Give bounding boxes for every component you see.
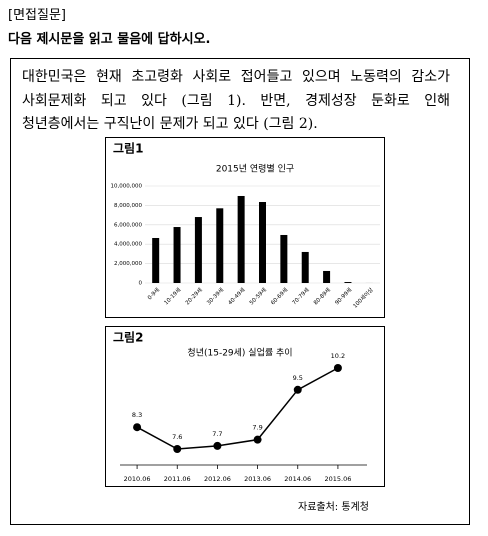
- x-tick-label: 100세이상: [351, 286, 375, 310]
- point: [253, 435, 262, 444]
- x-tick-label: 40-49세: [226, 286, 247, 307]
- passage-line: 청년층에서는 구직난이 문제가 되고 있다 (그림 2).: [22, 116, 318, 132]
- figure-1: 그림1 2015년 연령별 인구 0 2,000,000 4,000,000 6,00…: [105, 137, 385, 318]
- line: [136, 367, 339, 450]
- x-tick-label: 30-39세: [205, 286, 226, 307]
- y-tick-label: 2,000,000: [114, 261, 142, 267]
- data-label: 10.2: [331, 352, 345, 360]
- bar: [344, 282, 352, 283]
- x-tick-label: 2011.06: [164, 475, 191, 483]
- header-label: [면접질문]: [8, 8, 66, 23]
- passage-box: [10, 58, 470, 525]
- x-tick-label: 0-9세: [146, 286, 162, 302]
- point: [213, 441, 222, 450]
- point: [133, 423, 142, 432]
- x-tick-label: 20-29세: [183, 286, 204, 307]
- bar: [173, 227, 181, 283]
- x-tick-label: 90-99세: [333, 286, 354, 307]
- bar: [216, 208, 224, 283]
- y-tick-label: 4,000,000: [114, 242, 142, 248]
- source: 자료출처: 통계청: [298, 502, 369, 513]
- figure-2: 그림2 청년(15-29세) 실업률 추이 2010.06 2011.06 2012…: [105, 326, 385, 487]
- instruction: 다음 제시문을 읽고 물음에 답하시오.: [8, 32, 211, 47]
- x-tick-label: 10-19세: [162, 286, 183, 307]
- figure-label: 그림2: [113, 331, 143, 345]
- y-tick-label: 8,000,000: [114, 203, 142, 209]
- bar: [194, 217, 202, 283]
- x-tick-label: 80-89세: [312, 286, 333, 307]
- data-label: 8.3: [132, 411, 142, 419]
- bar: [323, 270, 331, 283]
- x-tick-label: 2013.06: [244, 475, 271, 483]
- y-tick-label: 6,000,000: [114, 222, 142, 228]
- data-label: 7.6: [172, 433, 182, 441]
- point: [173, 445, 182, 453]
- figure-frame: [105, 326, 385, 487]
- passage-line: 대한민국은 현재 초고령화 사회로 접어들고 있으며 노동력의 감소가: [22, 69, 450, 85]
- y-tick-label: 0: [139, 281, 143, 287]
- x-tick-label: 2015.06: [324, 475, 351, 483]
- bar: [152, 237, 160, 283]
- bar: [280, 234, 288, 283]
- figure-label: 그림1: [113, 142, 143, 156]
- data-label: 7.7: [212, 430, 222, 438]
- data-label: 9.5: [293, 374, 303, 382]
- bar: [237, 195, 245, 283]
- x-tick-label: 60-69세: [269, 286, 290, 307]
- point: [293, 385, 302, 394]
- figure-frame: [105, 137, 385, 318]
- data-label: 7.9: [252, 424, 262, 432]
- x-tick-label: 2012.06: [204, 475, 231, 483]
- x-tick-label: 2014.06: [284, 475, 311, 483]
- chart-title: 청년(15-29세) 실업률 추이: [187, 348, 292, 359]
- point: [333, 364, 342, 372]
- x-tick-label: 50-59세: [247, 286, 268, 307]
- bar: [301, 251, 309, 283]
- y-tick-label: 10,000,000: [111, 184, 143, 190]
- passage-line: 사회문제화 되고 있다 (그림 1). 반면, 경제성장 둔화로 인해: [22, 93, 450, 109]
- chart-title: 2015년 연령별 인구: [216, 163, 294, 175]
- x-tick-label: 70-79세: [290, 286, 311, 307]
- x-tick-label: 2010.06: [124, 475, 151, 483]
- bar: [259, 202, 266, 283]
